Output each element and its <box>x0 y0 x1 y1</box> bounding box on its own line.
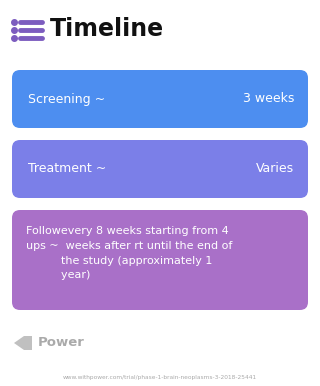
Text: 3 weeks: 3 weeks <box>243 93 294 105</box>
Text: www.withpower.com/trial/phase-1-brain-neoplasms-3-2018-25441: www.withpower.com/trial/phase-1-brain-ne… <box>63 376 257 381</box>
Text: Screening ~: Screening ~ <box>28 93 105 105</box>
Text: Followevery 8 weeks starting from 4
ups ~  weeks after rt until the end of
     : Followevery 8 weeks starting from 4 ups … <box>26 226 232 280</box>
Text: Treatment ~: Treatment ~ <box>28 163 106 176</box>
Text: Power: Power <box>38 337 85 349</box>
FancyBboxPatch shape <box>12 140 308 198</box>
FancyBboxPatch shape <box>12 210 308 310</box>
Polygon shape <box>14 336 32 350</box>
FancyBboxPatch shape <box>12 70 308 128</box>
Text: Varies: Varies <box>256 163 294 176</box>
Text: Timeline: Timeline <box>50 17 164 41</box>
